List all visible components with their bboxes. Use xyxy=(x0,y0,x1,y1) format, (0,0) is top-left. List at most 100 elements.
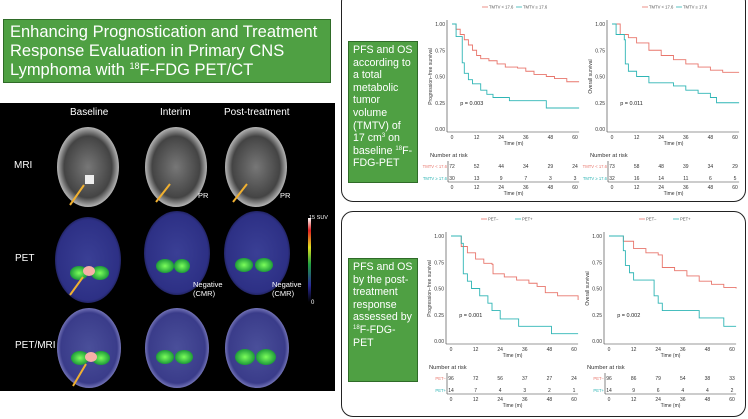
y-tick-label: 0.00 xyxy=(595,127,605,133)
y-tick-label: 0.75 xyxy=(434,260,444,266)
risk-count: 13 xyxy=(474,176,480,182)
panel-tmtv-label: PFS and OS according to a total metaboli… xyxy=(348,41,418,183)
arrows xyxy=(69,183,248,387)
risk-count: 3 xyxy=(574,176,577,182)
risk-count: 96 xyxy=(448,376,454,382)
fusion-baseline-image xyxy=(57,308,121,388)
p-value: p = 0.011 xyxy=(620,101,643,107)
x-tick-label: 48 xyxy=(547,347,553,353)
y-tick-label: 0.75 xyxy=(592,260,602,266)
x-tick-label: 24 xyxy=(497,347,503,353)
label-text: F-FDG-PET xyxy=(353,323,396,349)
risk-count: 1 xyxy=(573,388,576,394)
row-label: PET/MRI xyxy=(15,340,56,351)
risk-count: 5 xyxy=(734,176,737,182)
colorbar-min: 0 xyxy=(311,300,315,306)
risk-x-tick-label: 36 xyxy=(680,397,686,403)
risk-x-tick-label: 48 xyxy=(708,185,714,191)
p-value: p = 0.003 xyxy=(460,101,483,107)
risk-row-label: PET+ xyxy=(435,388,446,393)
panel-post-treatment xyxy=(341,211,746,417)
mri-row xyxy=(57,127,287,207)
y-tick-label: 0.25 xyxy=(434,313,444,319)
risk-x-axis-label: Time (m) xyxy=(503,403,523,409)
fusion-post-image xyxy=(225,308,289,388)
survival-curve xyxy=(451,235,579,301)
arrow-icon xyxy=(69,276,84,296)
risk-x-tick-label: 36 xyxy=(523,185,529,191)
risk-count: 72 xyxy=(449,164,455,170)
x-tick-label: 60 xyxy=(571,347,577,353)
y-tick-label: 0.50 xyxy=(595,75,605,81)
risk-row-label: TMTV ≥ 17.6 xyxy=(583,176,608,181)
title-sup: 18 xyxy=(129,61,140,71)
risk-x-tick-label: 48 xyxy=(548,185,554,191)
arrow-icon xyxy=(69,184,85,206)
risk-x-tick-label: 12 xyxy=(631,397,637,403)
annotation: Negative (CMR) xyxy=(193,280,223,298)
risk-table-title: Number at risk xyxy=(429,365,467,371)
risk-count: 7 xyxy=(524,176,527,182)
label-sup: 18 xyxy=(353,324,360,331)
survival-curve xyxy=(451,235,579,335)
x-tick-label: 36 xyxy=(680,347,686,353)
legend-label: PET− xyxy=(488,217,499,222)
y-tick-label: 0.00 xyxy=(435,127,445,133)
legend-label: TMTV ≥ 17.6 xyxy=(523,5,548,10)
risk-count: 2 xyxy=(731,388,734,394)
p-value: p = 0.002 xyxy=(617,313,640,319)
x-tick-label: 60 xyxy=(732,135,738,141)
risk-count: 33 xyxy=(729,376,735,382)
x-axis-label: Time (m) xyxy=(503,353,523,359)
risk-count: 72 xyxy=(473,376,479,382)
risk-count: 48 xyxy=(658,164,664,170)
risk-count: 4 xyxy=(681,388,684,394)
survival-curve xyxy=(609,235,737,327)
panel-post-treatment-label: PFS and OS by the post-treatment respons… xyxy=(348,258,418,382)
risk-count: 29 xyxy=(548,164,554,170)
x-tick-label: 0 xyxy=(611,135,614,141)
risk-table-title: Number at risk xyxy=(590,153,628,159)
column-header: Interim xyxy=(160,107,191,118)
risk-count: 24 xyxy=(572,164,578,170)
legend-label: PET+ xyxy=(680,217,691,222)
legend-label: TMTV < 17.6 xyxy=(489,5,514,10)
x-tick-label: 12 xyxy=(473,347,479,353)
risk-table-title: Number at risk xyxy=(587,365,625,371)
y-tick-label: 0.25 xyxy=(595,101,605,107)
risk-count: 6 xyxy=(657,388,660,394)
annotation: Negative (CMR) xyxy=(272,280,302,298)
survival-curve xyxy=(609,235,737,289)
risk-table-title: Number at risk xyxy=(430,153,468,159)
survival-curve xyxy=(612,23,740,104)
label-text: on baseline xyxy=(353,132,400,157)
x-tick-label: 48 xyxy=(705,347,711,353)
y-axis-label: Overall survival xyxy=(585,271,591,305)
brain-images xyxy=(55,127,311,388)
y-tick-label: 0.75 xyxy=(435,48,445,54)
x-tick-label: 0 xyxy=(450,347,453,353)
row-label: MRI xyxy=(14,160,33,171)
y-axis-label: Progression−free survival xyxy=(428,48,434,105)
risk-count: 14 xyxy=(448,388,454,394)
label-text: PFS and OS according to a total metaboli… xyxy=(353,44,413,145)
risk-x-axis-label: Time (m) xyxy=(664,191,684,197)
risk-count: 34 xyxy=(708,164,714,170)
risk-count: 14 xyxy=(606,388,612,394)
risk-x-tick-label: 0 xyxy=(451,185,454,191)
column-header: Baseline xyxy=(70,107,109,118)
pet-row xyxy=(55,211,290,303)
y-tick-label: 0.50 xyxy=(435,75,445,81)
risk-row-label: PET+ xyxy=(593,388,604,393)
x-tick-label: 0 xyxy=(608,347,611,353)
label-sup: 3 xyxy=(381,133,386,140)
image-panel: Baseline Interim Post-treatment MRI PET … xyxy=(0,103,335,391)
x-tick-label: 12 xyxy=(474,135,480,141)
risk-x-tick-label: 12 xyxy=(473,397,479,403)
risk-count: 38 xyxy=(705,376,711,382)
risk-count: 3 xyxy=(549,176,552,182)
mri-post-image xyxy=(225,127,287,207)
y-tick-label: 1.00 xyxy=(595,22,605,28)
risk-x-axis-label: Time (m) xyxy=(504,191,524,197)
